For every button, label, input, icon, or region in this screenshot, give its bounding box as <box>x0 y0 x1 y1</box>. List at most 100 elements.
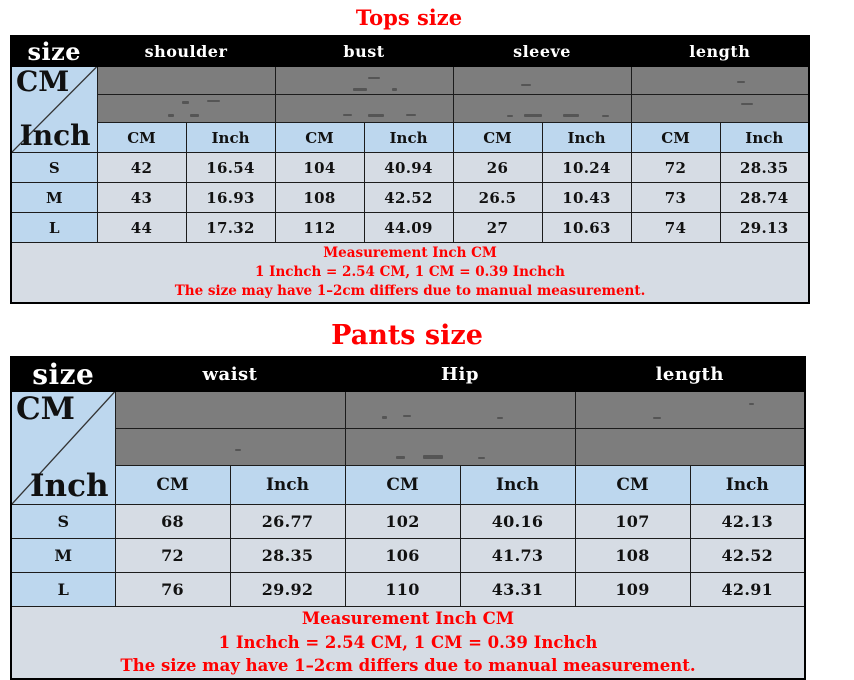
artifact-mark <box>478 457 485 459</box>
redacted-cell <box>631 67 809 95</box>
subheader-cell: Inch <box>460 465 575 504</box>
data-cell: 26.77 <box>230 504 345 538</box>
artifact-mark <box>353 88 367 91</box>
artifact-mark <box>521 84 531 86</box>
subheader-cell: Inch <box>690 465 805 504</box>
data-cell: 42.91 <box>690 572 805 606</box>
redacted-cell <box>275 95 453 123</box>
measurement-note: Measurement Inch CM 1 Inchch = 2.54 CM, … <box>11 243 809 303</box>
data-cell: 29.13 <box>720 213 809 243</box>
measurement-note: Measurement Inch CM 1 Inchch = 2.54 CM, … <box>11 606 805 679</box>
redacted-cell <box>575 428 805 465</box>
artifact-mark <box>524 114 542 117</box>
subheader-cell: CM <box>115 465 230 504</box>
subheader-cell: Inch <box>186 123 275 153</box>
note-line: The size may have 1–2cm differs due to m… <box>12 654 804 678</box>
artifact-mark <box>182 101 189 104</box>
artifact-mark <box>423 455 443 459</box>
artifact-mark <box>653 417 661 419</box>
data-cell: 110 <box>345 572 460 606</box>
pants-title: Pants size <box>10 320 804 351</box>
cm-inch-corner-cell: CM Inch <box>11 67 97 153</box>
artifact-mark <box>343 114 352 116</box>
tops-redacted-row-2 <box>11 95 809 123</box>
data-cell: 44 <box>97 213 186 243</box>
subheader-cell: Inch <box>230 465 345 504</box>
subheader-cell: Inch <box>364 123 453 153</box>
redacted-cell <box>115 391 345 428</box>
pants-header-row: size waist Hip length <box>11 357 805 392</box>
tops-redacted-row-1: CM Inch <box>11 67 809 95</box>
cm-inch-corner-cell: CM Inch <box>11 391 115 504</box>
tops-size-header: size <box>11 36 97 67</box>
pants-group-hip: Hip <box>345 357 575 392</box>
redacted-cell <box>115 428 345 465</box>
tops-group-bust: bust <box>275 36 453 67</box>
pants-size-table: size waist Hip length CM Inch <box>10 356 806 680</box>
subheader-cell: CM <box>631 123 720 153</box>
note-line: Measurement Inch CM <box>12 244 808 263</box>
subheader-cell: CM <box>575 465 690 504</box>
subheader-cell: CM <box>97 123 186 153</box>
data-cell: 76 <box>115 572 230 606</box>
pants-row-s: S 68 26.77 102 40.16 107 42.13 <box>11 504 805 538</box>
redacted-cell <box>453 67 631 95</box>
data-cell: 42.13 <box>690 504 805 538</box>
size-cell: L <box>11 213 97 243</box>
size-cell: L <box>11 572 115 606</box>
data-cell: 72 <box>631 153 720 183</box>
redacted-cell <box>631 95 809 123</box>
artifact-mark <box>368 77 380 79</box>
data-cell: 40.16 <box>460 504 575 538</box>
data-cell: 72 <box>115 538 230 572</box>
data-cell: 42.52 <box>690 538 805 572</box>
size-cell: S <box>11 153 97 183</box>
data-cell: 10.24 <box>542 153 631 183</box>
data-cell: 42.52 <box>364 183 453 213</box>
data-cell: 28.35 <box>230 538 345 572</box>
data-cell: 42 <box>97 153 186 183</box>
data-cell: 107 <box>575 504 690 538</box>
data-cell: 73 <box>631 183 720 213</box>
data-cell: 40.94 <box>364 153 453 183</box>
data-cell: 26.5 <box>453 183 542 213</box>
data-cell: 17.32 <box>186 213 275 243</box>
tops-group-length: length <box>631 36 809 67</box>
data-cell: 109 <box>575 572 690 606</box>
note-line: 1 Inchch = 2.54 CM, 1 CM = 0.39 Inchch <box>12 631 804 655</box>
data-cell: 44.09 <box>364 213 453 243</box>
pants-size-header: size <box>11 357 115 392</box>
data-cell: 26 <box>453 153 542 183</box>
pants-redacted-row-1: CM Inch <box>11 391 805 428</box>
redacted-cell <box>97 67 275 95</box>
tops-group-sleeve: sleeve <box>453 36 631 67</box>
data-cell: 16.54 <box>186 153 275 183</box>
redacted-cell <box>453 95 631 123</box>
pants-footer-row: Measurement Inch CM 1 Inchch = 2.54 CM, … <box>11 606 805 679</box>
data-cell: 112 <box>275 213 364 243</box>
artifact-mark <box>403 415 411 417</box>
artifact-mark <box>497 417 503 419</box>
tops-row-l: L 44 17.32 112 44.09 27 10.63 74 29.13 <box>11 213 809 243</box>
tops-header-row: size shoulder bust sleeve length <box>11 36 809 67</box>
data-cell: 27 <box>453 213 542 243</box>
tops-group-shoulder: shoulder <box>97 36 275 67</box>
subheader-cell: CM <box>345 465 460 504</box>
artifact-mark <box>235 449 241 451</box>
data-cell: 108 <box>575 538 690 572</box>
artifact-mark <box>168 114 174 117</box>
subheader-cell: CM <box>275 123 364 153</box>
data-cell: 68 <box>115 504 230 538</box>
artifact-mark <box>563 114 579 117</box>
artifact-mark <box>190 114 199 117</box>
data-cell: 102 <box>345 504 460 538</box>
size-cell: S <box>11 504 115 538</box>
redacted-cell <box>345 428 575 465</box>
redacted-cell <box>575 391 805 428</box>
artifact-mark <box>737 81 745 83</box>
note-line: The size may have 1–2cm differs due to m… <box>12 282 808 301</box>
corner-cm-label: CM <box>16 392 75 426</box>
tops-size-table: size shoulder bust sleeve length CM Inch <box>10 35 810 304</box>
data-cell: 29.92 <box>230 572 345 606</box>
